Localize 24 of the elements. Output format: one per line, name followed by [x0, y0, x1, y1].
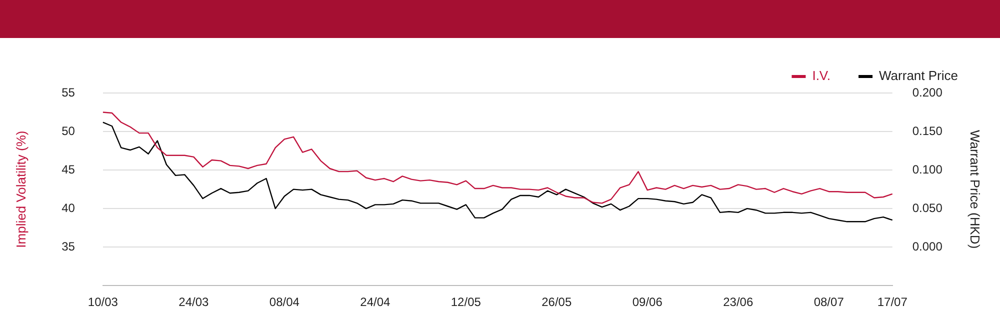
- x-tick-label: 08/04: [269, 295, 300, 310]
- y-tick-label: 35: [62, 239, 76, 254]
- y2-tick-label: 0.000: [912, 239, 943, 254]
- y2-tick-label: 0.100: [912, 162, 943, 176]
- x-tick-label: 10/03: [88, 295, 118, 310]
- y2-tick-label: 0.200: [912, 85, 943, 100]
- y2-axis-title: Warrant Price (HKD): [968, 130, 983, 249]
- y2-tick-label: 0.050: [912, 200, 943, 215]
- y-tick-label: 45: [62, 162, 76, 176]
- x-tick-label: 08/07: [814, 295, 844, 310]
- x-tick-label: 24/04: [360, 295, 390, 310]
- legend-label: Warrant Price: [879, 68, 958, 84]
- x-tick-label: 23/06: [723, 295, 754, 310]
- legend-label: I.V.: [812, 68, 831, 84]
- x-tick-label: 12/05: [450, 295, 482, 310]
- y2-tick-label: 0.150: [912, 124, 943, 138]
- x-tick-label: 24/03: [178, 295, 210, 310]
- x-tick-label: 26/05: [542, 295, 572, 310]
- y-tick-label: 40: [62, 200, 76, 215]
- x-tick-label: 09/06: [632, 295, 663, 310]
- y-axis-title: Implied Volatility (%): [13, 130, 28, 248]
- y-tick-label: 55: [62, 85, 76, 100]
- x-tick-label: 17/07: [877, 295, 908, 310]
- y-tick-label: 50: [62, 124, 76, 138]
